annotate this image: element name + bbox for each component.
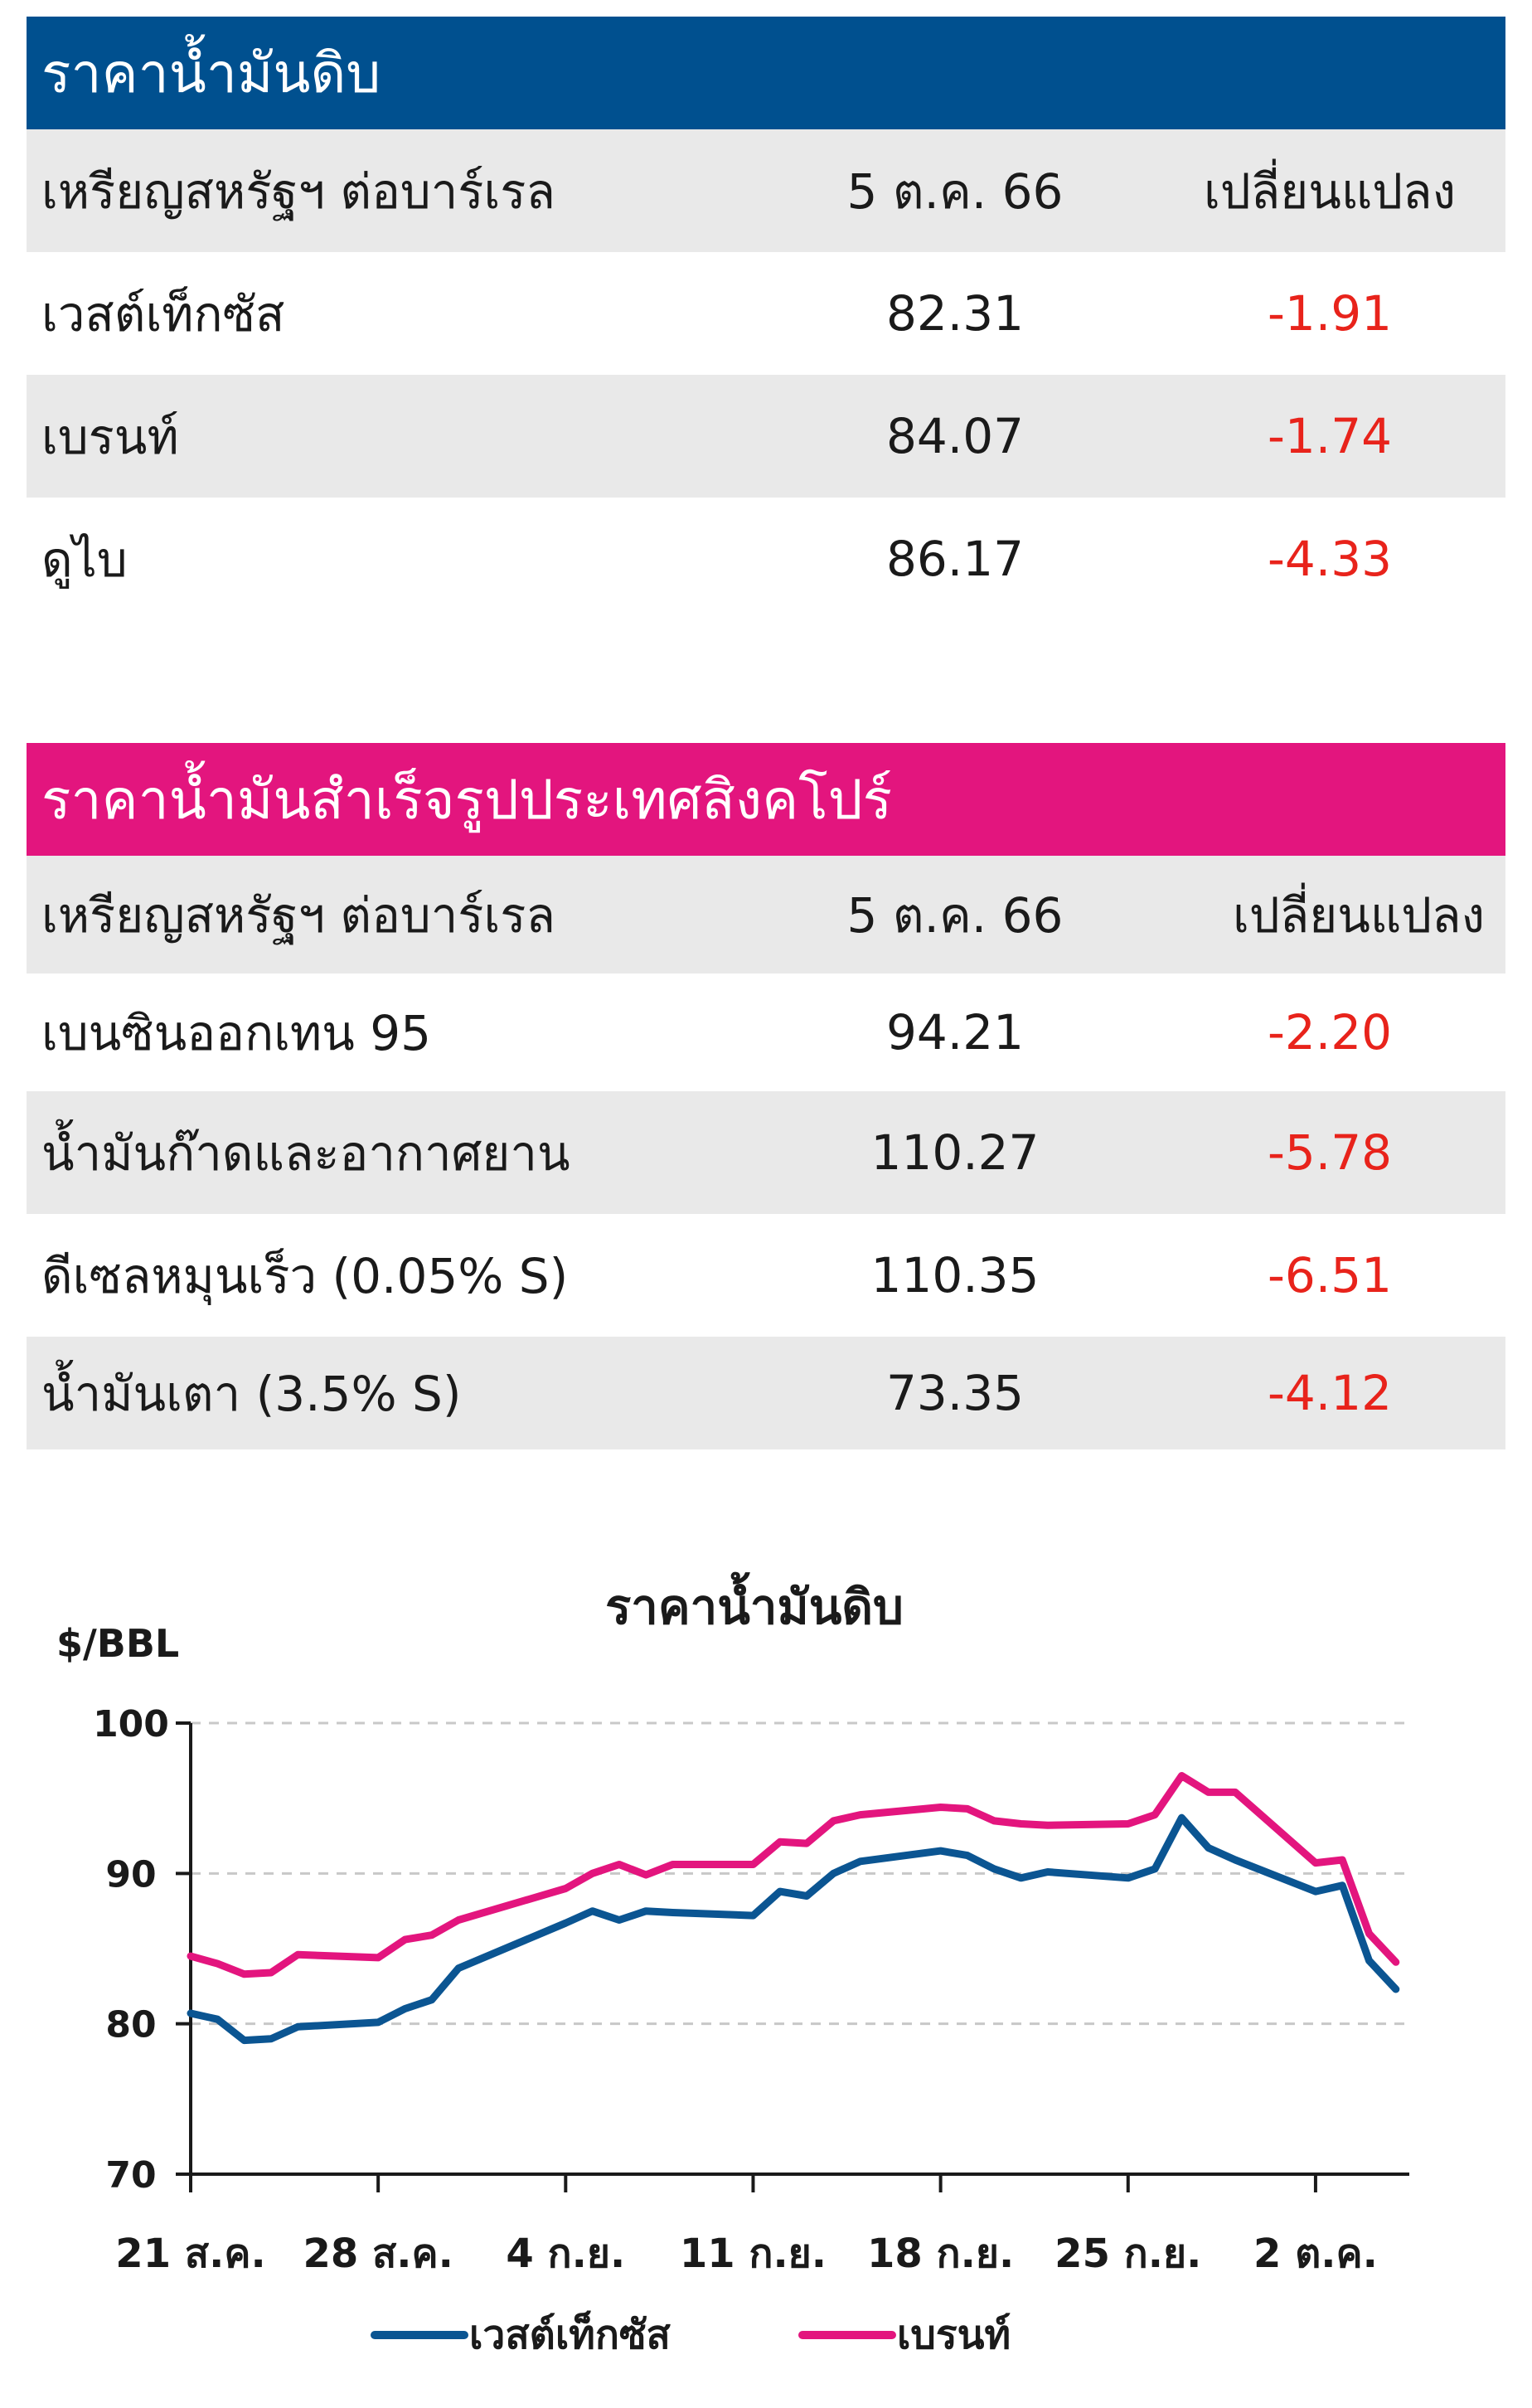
legend-label-0: เวสต์เท็กซัส [469,2310,671,2358]
y-tick-labels: 70 80 90 100 [93,1703,169,2197]
row-name: ดีเซลหมุนเร็ว (0.05% S) [41,1247,569,1304]
row-name: ดูไบ [41,531,128,588]
header-date: 5 ต.ค. 66 [846,163,1064,220]
products-table-header: เหรียญสหรัฐฯ ต่อบาร์เรล 5 ต.ค. 66 เปลี่ย… [27,856,1505,973]
row-change: -2.20 [1267,1004,1393,1061]
row-price: 110.27 [870,1124,1040,1181]
y-tick-label-90: 90 [105,1853,156,1896]
products-table-title: ราคาน้ำมันสำเร็จรูปประเทศสิงคโปร์ [27,743,1505,856]
chart-gridlines [191,1721,1409,2026]
header-date: 5 ต.ค. 66 [846,886,1064,944]
table-row-fuel-oil: น้ำมันเตา (3.5% S) 73.35 -4.12 [27,1337,1505,1449]
row-price: 73.35 [885,1365,1025,1421]
header-unit-label: เหรียญสหรัฐฯ ต่อบาร์เรล [41,163,555,220]
legend-label-1: เบรนท์ [897,2312,1011,2358]
row-name: น้ำมันก๊าดและอากาศยาน [41,1124,570,1182]
row-price: 110.35 [870,1247,1040,1304]
row-change: -1.91 [1267,285,1393,342]
x-tick-label: 28 ส.ค. [303,2231,453,2277]
y-axis-unit-label: $/BBL [56,1621,179,1666]
x-tick-label: 25 ก.ย. [1054,2231,1201,2277]
row-name: เบรนท์ [41,408,179,465]
chart-legend: เวสต์เท็กซัส เบรนท์ [371,2310,1011,2358]
crude-oil-table-header: เหรียญสหรัฐฯ ต่อบาร์เรล 5 ต.ค. 66 เปลี่ย… [27,129,1505,252]
table-row-diesel: ดีเซลหมุนเร็ว (0.05% S) 110.35 -6.51 [27,1214,1505,1337]
singapore-products-table: ราคาน้ำมันสำเร็จรูปประเทศสิงคโปร์ เหรียญ… [27,743,1505,1449]
x-tick-label: 2 ต.ค. [1253,2231,1378,2277]
y-tick-label-80: 80 [105,2004,156,2046]
row-price: 84.07 [885,408,1025,464]
row-price: 82.31 [885,285,1025,342]
y-tick-label-100: 100 [93,1703,169,1745]
crude-oil-table: ราคาน้ำมันดิบ เหรียญสหรัฐฯ ต่อบาร์เรล 5 … [27,17,1505,620]
row-price: 94.21 [885,1004,1025,1061]
table-row-gasoline95: เบนซินออกเทน 95 94.21 -2.20 [27,973,1505,1091]
x-tick-labels: 21 ส.ค. 28 ส.ค. 4 ก.ย. 11 ก.ย. 18 ก.ย. 25 ก.ย… [115,2231,1378,2277]
series-line-1 [187,1772,1400,1978]
table-row-jet-kerosene: น้ำมันก๊าดและอากาศยาน 110.27 -5.78 [27,1091,1505,1214]
table-row-wti: เวสต์เท็กซัส 82.31 -1.91 [27,252,1505,375]
crude-oil-price-chart: ราคาน้ำมันดิบ $/BBL 70 80 90 100 21 ส.ค. 28 … [56,1572,1409,2358]
row-price: 86.17 [885,531,1025,587]
row-change: -1.74 [1267,408,1393,464]
x-tick-label: 21 ส.ค. [115,2231,265,2277]
row-change: -6.51 [1267,1247,1393,1304]
chart-axes [176,1721,1409,2192]
row-change: -4.12 [1267,1365,1393,1421]
x-tick-label: 11 ก.ย. [680,2231,827,2277]
chart-series [187,1772,1400,2045]
row-change: -4.33 [1267,531,1393,587]
header-unit-label: เหรียญสหรัฐฯ ต่อบาร์เรล [41,886,555,944]
x-tick-label: 4 ก.ย. [506,2231,625,2277]
x-tick-label: 18 ก.ย. [867,2231,1014,2277]
row-name: เบนซินออกเทน 95 [41,1004,432,1061]
header-change: เปลี่ยนแปลง [1204,163,1456,220]
row-change: -5.78 [1267,1124,1393,1181]
row-name: น้ำมันเตา (3.5% S) [41,1365,462,1422]
crude-oil-table-title: ราคาน้ำมันดิบ [27,17,1505,129]
row-name: เวสต์เท็กซัส [41,285,285,342]
chart-title: ราคาน้ำมันดิบ [605,1572,904,1635]
header-change: เปลี่ยนแปลง [1233,886,1485,944]
table-row-brent: เบรนท์ 84.07 -1.74 [27,375,1505,498]
y-tick-label-70: 70 [105,2154,156,2197]
table-row-dubai: ดูไบ 86.17 -4.33 [27,498,1505,620]
series-line-0 [187,1813,1400,2045]
